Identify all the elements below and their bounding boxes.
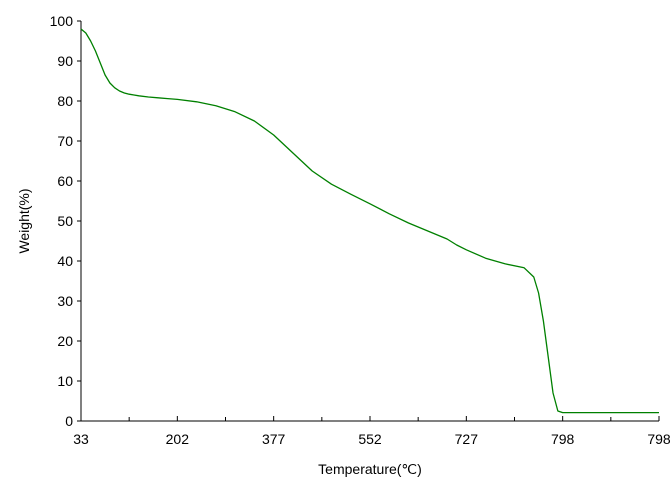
y-axis-title: Weight(%) [16,188,32,253]
y-tick-label: 70 [57,133,73,149]
x-axis: 33 202 377 552 727 798 798 [73,416,670,447]
y-tick-label: 60 [57,173,73,189]
y-tick-label: 40 [57,253,73,269]
y-tick-label: 0 [65,413,73,429]
x-tick-label: 377 [262,431,286,447]
y-tick-label: 50 [57,213,73,229]
x-tick-label: 552 [358,431,382,447]
y-tick-label: 10 [57,373,73,389]
y-tick-label: 90 [57,53,73,69]
y-tick-label: 30 [57,293,73,309]
y-tick-label: 100 [50,13,74,29]
series-layer [80,28,659,414]
y-tick-label: 20 [57,333,73,349]
x-ticks: 33 202 377 552 727 798 798 [73,416,670,447]
x-tick-label: 202 [166,431,190,447]
x-tick-label: 727 [455,431,479,447]
x-tick-label: 798 [551,431,575,447]
x-axis-title: Temperature(℃) [318,461,422,477]
y-axis: 0 10 20 30 40 50 60 70 80 90 100 [50,13,82,429]
y-tick-label: 80 [57,93,73,109]
weight-series-line [80,28,659,414]
x-tick-label: 33 [73,431,89,447]
x-tick-label: 798 [647,431,670,447]
y-ticks: 0 10 20 30 40 50 60 70 80 90 100 [50,13,81,429]
